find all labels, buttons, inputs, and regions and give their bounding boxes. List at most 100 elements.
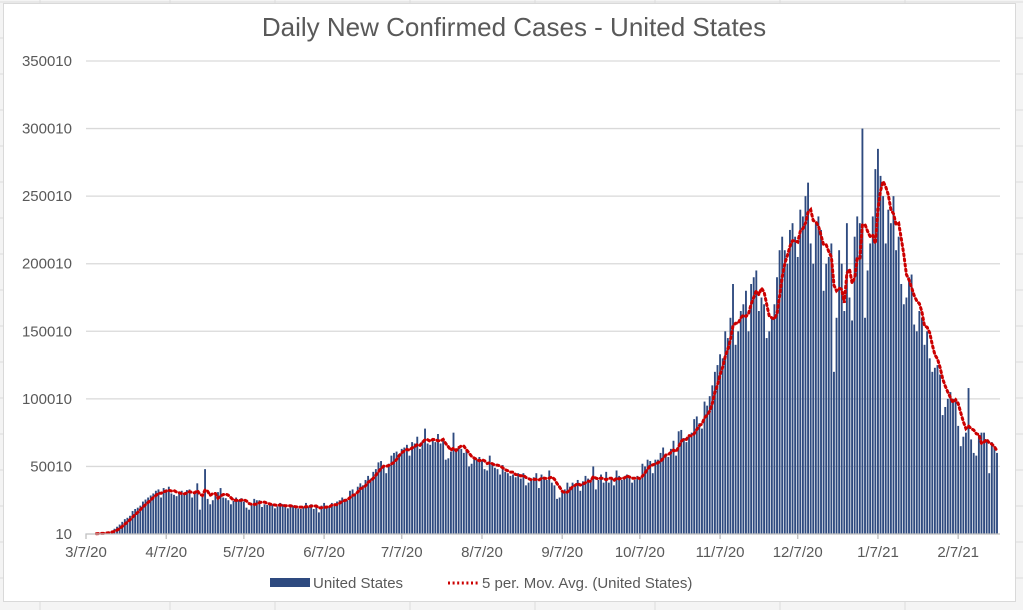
bar <box>258 500 261 534</box>
bar <box>341 497 344 534</box>
bar <box>157 489 160 534</box>
bar <box>946 398 949 534</box>
y-axis-ticks: 10 50010 100010 150010 200010 250010 300010 350… <box>22 53 72 543</box>
bar <box>757 311 760 534</box>
bar <box>245 507 248 534</box>
bar <box>677 431 680 534</box>
bar <box>613 485 615 534</box>
bar <box>711 385 714 534</box>
bar <box>877 148 879 535</box>
bar <box>936 365 939 534</box>
bar <box>708 396 711 534</box>
bar <box>724 331 727 534</box>
bar <box>972 452 975 534</box>
bar <box>778 250 781 534</box>
bar <box>299 509 302 534</box>
x-tick-label: 4/7/20 <box>145 544 187 561</box>
bar <box>755 270 758 534</box>
bar <box>134 509 137 534</box>
bar <box>255 500 258 534</box>
bar <box>405 444 408 534</box>
bar <box>957 425 960 534</box>
bar <box>424 428 426 534</box>
bar <box>975 455 978 534</box>
bar <box>165 489 168 534</box>
bar <box>589 479 592 534</box>
moving-average-line <box>94 177 999 536</box>
bar <box>499 474 502 534</box>
bar <box>845 223 848 534</box>
bar <box>201 494 204 534</box>
bar <box>884 243 887 534</box>
bar <box>745 290 747 534</box>
bar <box>530 478 533 534</box>
bar <box>442 438 445 534</box>
bar <box>439 443 442 534</box>
bar <box>237 500 240 534</box>
bar <box>581 481 584 534</box>
bar <box>662 447 665 534</box>
bar <box>807 182 809 534</box>
bar <box>411 442 414 534</box>
bar <box>328 506 331 534</box>
bar <box>970 439 973 534</box>
bar <box>913 324 916 534</box>
bar <box>437 434 439 534</box>
bar <box>587 478 590 534</box>
bar <box>584 475 587 534</box>
bar <box>799 209 802 535</box>
bar <box>160 497 162 534</box>
bar <box>488 455 491 534</box>
bar <box>830 243 833 534</box>
bar <box>540 474 543 534</box>
bar <box>879 175 882 534</box>
bar <box>219 488 222 534</box>
bar <box>349 490 351 534</box>
bar <box>977 436 980 534</box>
bar <box>659 452 662 534</box>
y-tick-label: 50010 <box>30 458 72 475</box>
bar <box>817 216 820 534</box>
bar <box>796 256 799 534</box>
bar <box>180 490 183 534</box>
y-tick-label: 10 <box>55 526 72 543</box>
bar <box>193 492 196 534</box>
bar <box>858 223 861 534</box>
x-axis-ticks: 3/7/20 4/7/20 5/7/20 6/7/20 7/7/20 8/7/20 9/7/… <box>65 534 979 561</box>
bar <box>706 405 709 534</box>
bar <box>491 462 494 534</box>
x-tick-label: 6/7/20 <box>303 544 345 561</box>
bar <box>814 223 817 534</box>
bar <box>142 501 144 534</box>
bar <box>985 439 988 534</box>
bar <box>737 331 740 534</box>
bar <box>690 432 693 534</box>
bar <box>447 458 450 534</box>
bar <box>377 462 380 534</box>
bar <box>532 477 535 534</box>
bar <box>501 465 504 534</box>
bar <box>481 461 483 534</box>
bar <box>483 469 486 534</box>
bar <box>833 371 835 534</box>
bar <box>827 256 830 534</box>
moving-average-series <box>94 177 999 536</box>
bar <box>592 466 595 534</box>
bar <box>175 496 178 534</box>
bar <box>444 459 447 534</box>
bar <box>851 320 853 534</box>
bar <box>638 478 641 534</box>
y-tick-label: 200010 <box>22 256 72 273</box>
bar <box>276 506 279 534</box>
bar <box>900 284 903 534</box>
bar <box>460 448 463 534</box>
bar <box>434 442 437 534</box>
bar <box>926 331 929 534</box>
bar <box>688 436 690 534</box>
bar <box>320 505 323 534</box>
bar <box>468 466 470 534</box>
bar <box>359 483 362 534</box>
bar <box>610 479 613 534</box>
bar <box>248 509 250 534</box>
